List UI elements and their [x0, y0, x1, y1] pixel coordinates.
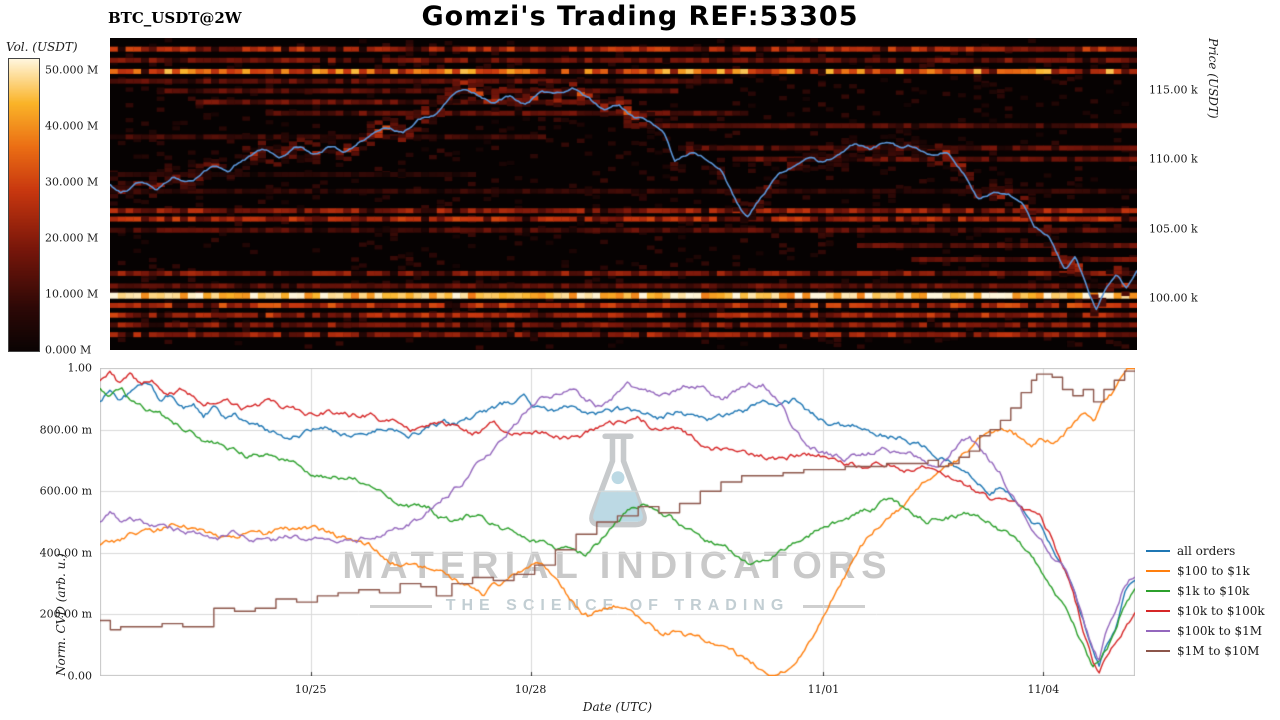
cvd-x-tick-label: 11/01: [807, 683, 840, 696]
colorbar-tick-label: 50.000 M: [45, 63, 99, 77]
cvd-y-axis-label: Norm. CVD (arb. u.): [54, 553, 68, 676]
legend-label: $1M to $10M: [1177, 644, 1260, 658]
cvd-y-tick-label: 0.00: [67, 669, 93, 683]
price-tick-label: 110.00 k: [1149, 152, 1198, 166]
legend-item: $1k to $10k: [1146, 584, 1265, 598]
cvd-y-tick-label: 600.00 m: [39, 484, 92, 498]
legend-item: all orders: [1146, 544, 1265, 558]
price-tick-label: 105.00 k: [1149, 222, 1198, 236]
symbol-label: BTC_USDT@2W: [108, 9, 242, 27]
legend-label: all orders: [1177, 544, 1236, 558]
legend-swatch: [1146, 630, 1170, 632]
chart-title: Gomzi's Trading REF:53305: [421, 1, 859, 32]
cvd-legend: all orders $100 to $1k $1k to $10k $10k to …: [1146, 544, 1265, 658]
colorbar-tick-label: 20.000 M: [45, 231, 99, 245]
colorbar-tick-label: 40.000 M: [45, 119, 99, 133]
colorbar-tick-label: 30.000 M: [45, 175, 99, 189]
legend-item: $100k to $1M: [1146, 624, 1265, 638]
legend-swatch: [1146, 590, 1170, 592]
legend-item: $1M to $10M: [1146, 644, 1265, 658]
colorbar-tick-label: 0.000 M: [45, 343, 92, 357]
cvd-y-tick-label: 200.00 m: [39, 607, 92, 621]
cvd-chart-canvas: [100, 368, 1135, 676]
legend-label: $100 to $1k: [1177, 564, 1250, 578]
cvd-y-tick-label: 1.00: [67, 361, 93, 375]
cvd-x-tick-label: 10/28: [514, 683, 547, 696]
legend-swatch: [1146, 550, 1170, 552]
legend-label: $10k to $100k: [1177, 604, 1265, 618]
volume-colorbar: [8, 58, 40, 352]
legend-swatch: [1146, 610, 1170, 612]
cvd-y-tick-label: 800.00 m: [39, 423, 92, 437]
legend-label: $1k to $10k: [1177, 584, 1250, 598]
cvd-y-tick-label: 400.00 m: [39, 546, 92, 560]
colorbar-label: Vol. (USDT): [6, 40, 78, 54]
legend-label: $100k to $1M: [1177, 624, 1263, 638]
liquidity-heatmap-canvas: [110, 38, 1137, 350]
legend-item: $100 to $1k: [1146, 564, 1265, 578]
colorbar-tick-label: 10.000 M: [45, 287, 99, 301]
price-axis-label: Price (USDT): [1206, 38, 1220, 119]
price-tick-label: 100.00 k: [1149, 291, 1198, 305]
legend-item: $10k to $100k: [1146, 604, 1265, 618]
legend-swatch: [1146, 570, 1170, 572]
price-tick-label: 115.00 k: [1149, 83, 1198, 97]
legend-swatch: [1146, 650, 1170, 652]
date-axis-label: Date (UTC): [582, 700, 653, 714]
cvd-x-tick-label: 11/04: [1027, 683, 1060, 696]
cvd-x-tick-label: 10/25: [294, 683, 327, 696]
